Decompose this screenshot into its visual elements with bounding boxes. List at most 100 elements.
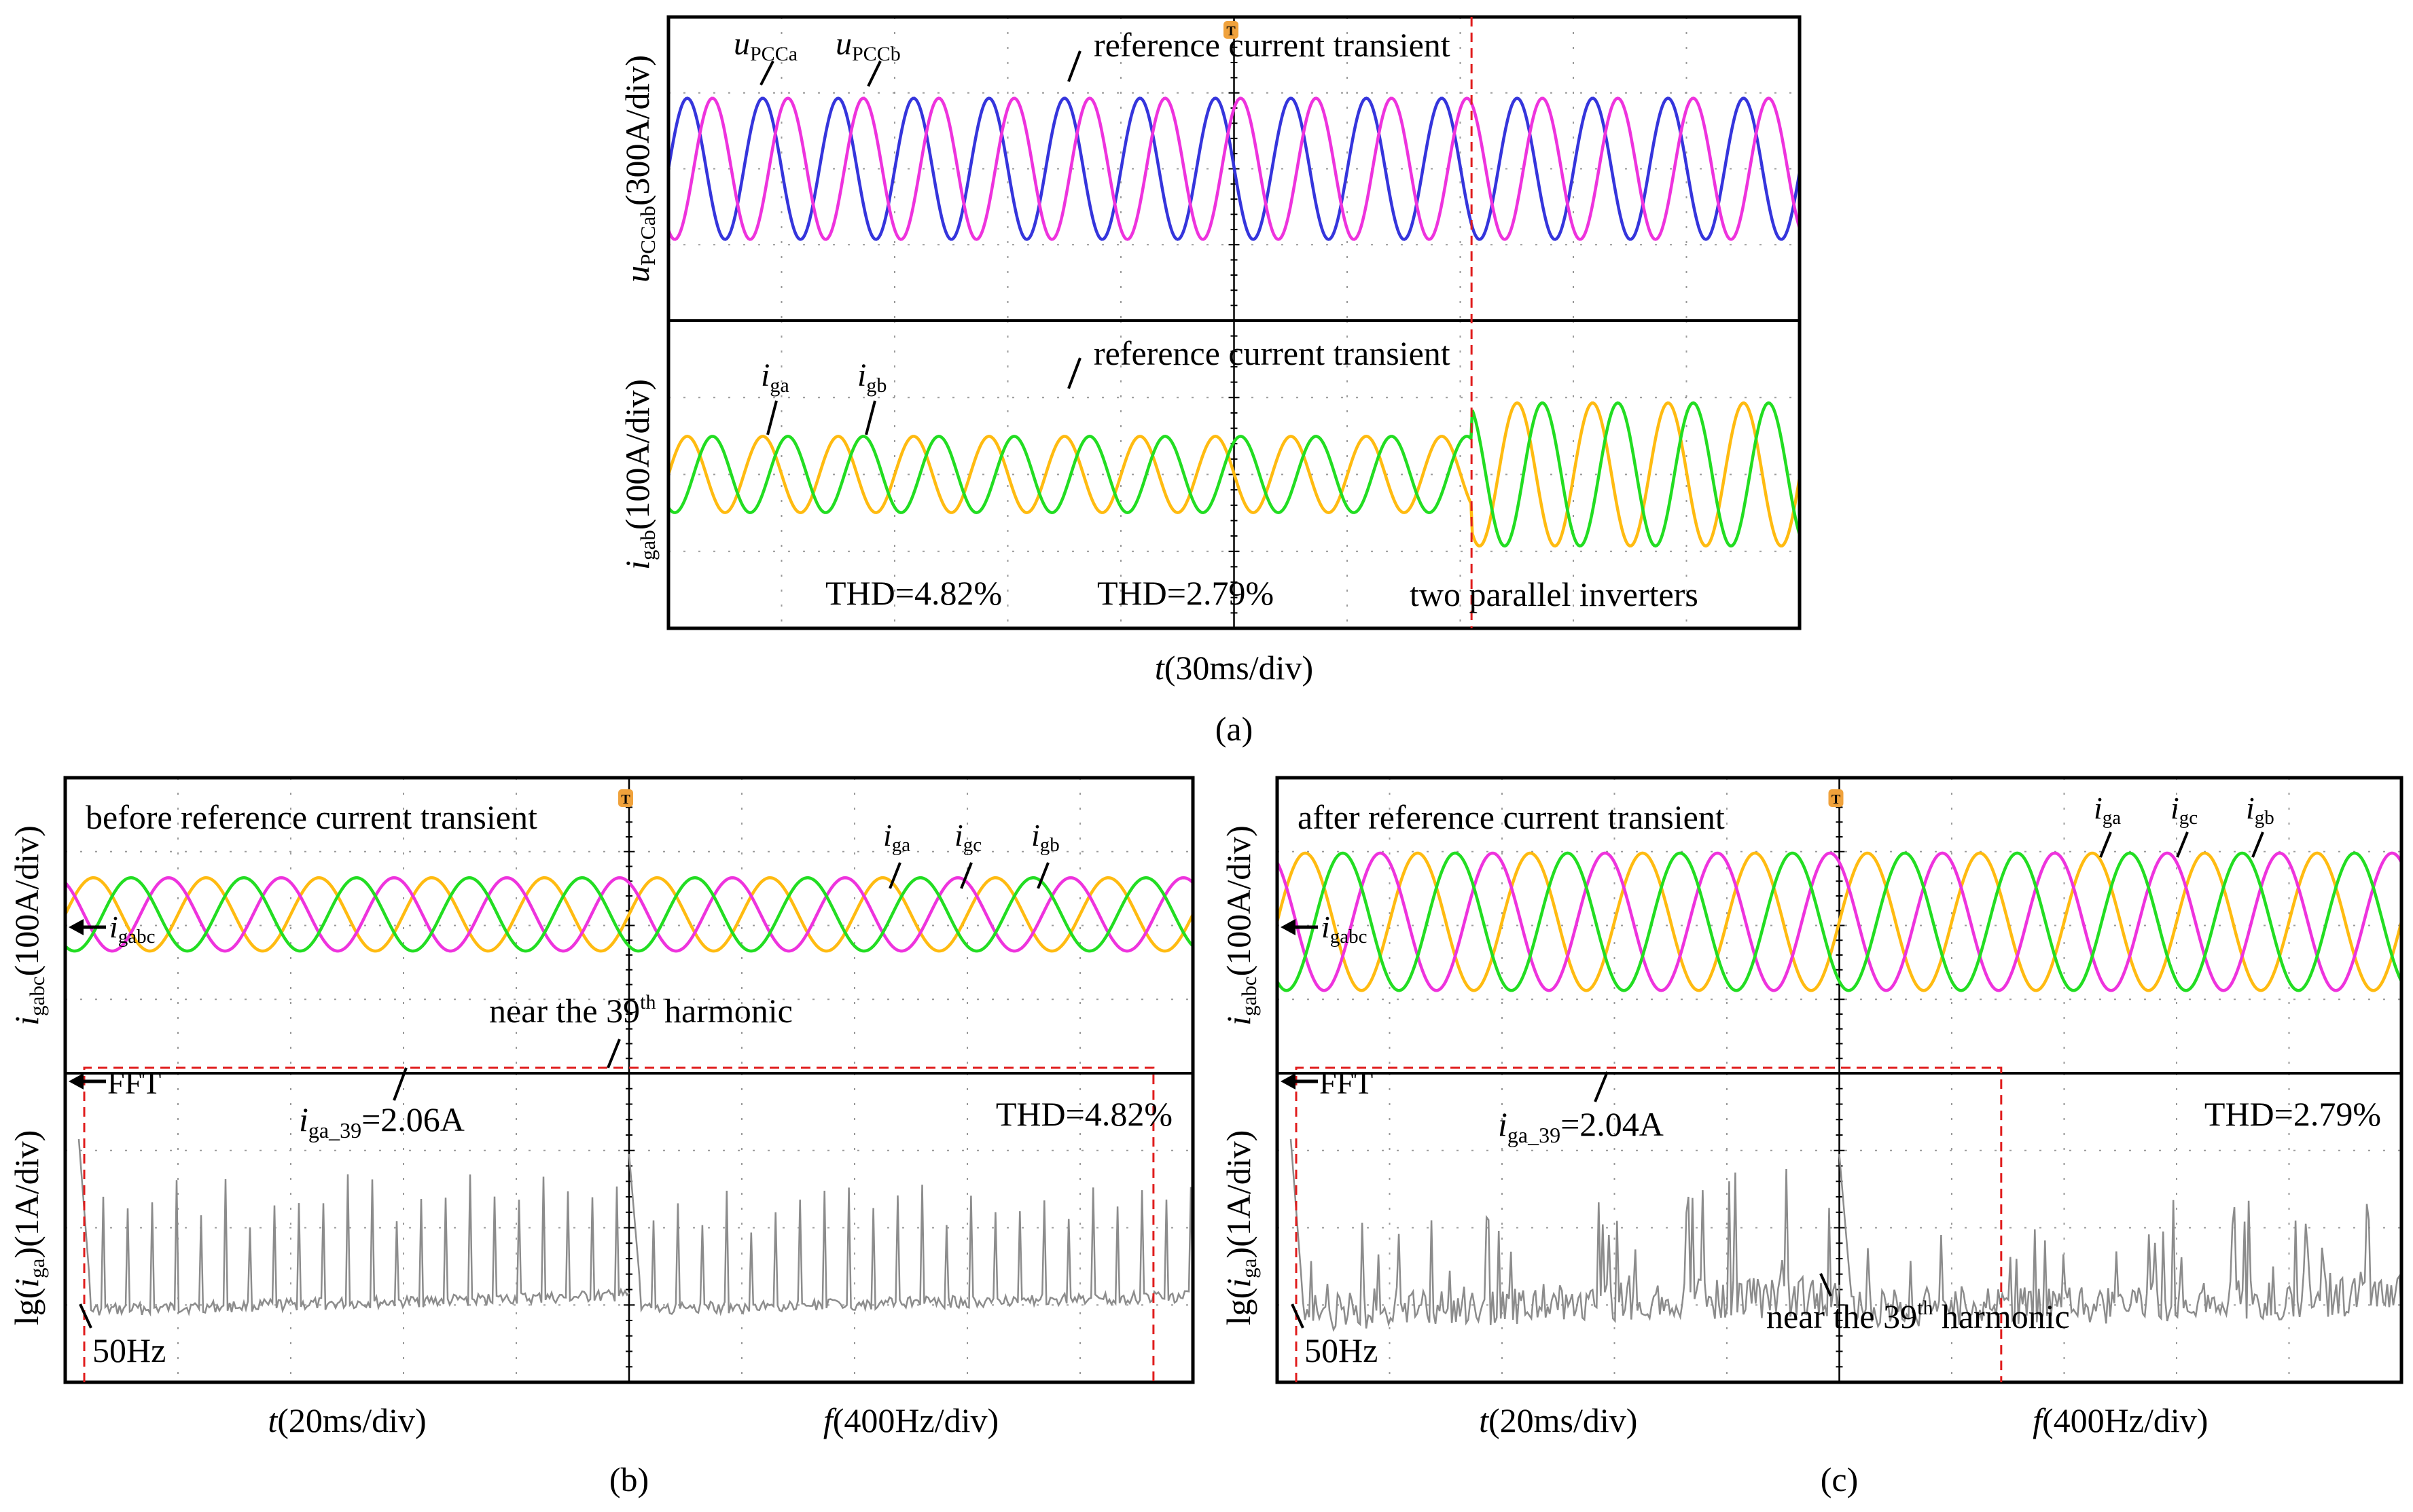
series-label-u_PCCa-sub: PCCa (750, 43, 798, 65)
harmonic-39-value-post: =2.04A (1560, 1105, 1664, 1143)
fft-spectrum-right (1838, 1153, 2403, 1329)
fft-window-marker (1295, 1066, 2003, 1382)
series-label-i_gc-sub: gc (963, 834, 982, 856)
series-line-i_gb (64, 876, 1194, 953)
leader-line (393, 1067, 408, 1101)
thd-before: THD=4.82% (825, 574, 1002, 612)
y-axis-label-bottom-main: i (7, 1278, 46, 1288)
leader-line (1067, 50, 1082, 82)
fft-spectrum-left (1289, 1138, 1840, 1332)
series-line-u_PCCa (666, 96, 1802, 241)
leader-line (1067, 357, 1082, 389)
marker-label-fft: FFT (1319, 1066, 1373, 1100)
fundamental-label: 50Hz (1304, 1331, 1378, 1369)
fft-window-marker (83, 1066, 1155, 1382)
series-label-i_ga-sub: ga (770, 374, 789, 397)
harmonic-39-value-sub: ga_39 (1507, 1123, 1560, 1147)
trigger-marker-letter: T (621, 792, 630, 807)
harmonic-note-post: harmonic (1933, 1297, 2069, 1335)
y-axis-label-top-unit: (100A/div) (7, 825, 46, 976)
leader-line (759, 60, 774, 86)
y-axis-label-top-unit: (300A/div) (618, 55, 656, 206)
y-axis-label-bottom: lg(iga)(1A/div) (7, 1130, 49, 1326)
series-label-i_ga: iga (2094, 791, 2121, 829)
harmonic-note: near the 39th harmonic (1766, 1297, 2070, 1335)
series-label-u_PCCb: uPCCb (836, 26, 901, 65)
leader-line (1291, 1303, 1304, 1329)
series-label-i_gc-main: i (2170, 791, 2179, 825)
thd-after: THD=2.79% (1097, 574, 1274, 612)
series-label-u_PCCa-main: u (734, 26, 750, 62)
x-axis-label-var: t (268, 1401, 278, 1439)
x-axis-label-unit: (20ms/div) (277, 1401, 426, 1439)
harmonic-39-value-main: i (299, 1100, 308, 1138)
leader-line (865, 400, 876, 435)
harmonic-39-value-sub: ga_39 (308, 1118, 361, 1142)
y-axis-label-top: uPCCab(300A/div) (618, 55, 660, 283)
plot-frame (666, 15, 1802, 630)
harmonic-39-value: iga_39=2.06A (299, 1100, 465, 1142)
fft-spectrum-left (77, 1138, 630, 1317)
series-line-i_gb (667, 401, 1802, 548)
series-label-u_PCCb-main: u (836, 26, 852, 62)
marker-arrow-head (1281, 1073, 1295, 1090)
series-label-i_gb-main: i (1031, 818, 1040, 852)
series-label-i_ga-sub: ga (2103, 807, 2122, 829)
series-label-i_gb-main: i (857, 357, 866, 393)
y-axis-label-top: igabc(100A/div) (7, 825, 49, 1026)
marker-label-i_gabc: igabc (109, 910, 156, 948)
series-label-i_ga: iga (761, 357, 789, 397)
trigger-marker (618, 789, 633, 807)
leader-line (889, 862, 901, 889)
leader-line (79, 1303, 92, 1329)
x-axis-label-frequency: f(400Hz/div) (2033, 1401, 2208, 1439)
series-label-i_gc-sub: gc (2179, 807, 2198, 829)
series-label-i_ga-main: i (2094, 791, 2103, 825)
leader-line (960, 862, 973, 889)
series-label-i_ga-sub: ga (892, 834, 911, 856)
y-axis-label-top-main: u (618, 266, 656, 283)
series-label-i_ga-main: i (883, 818, 892, 852)
marker-label-i_gabc-main: i (1321, 910, 1330, 944)
thd-label: THD=2.79% (2204, 1095, 2381, 1133)
harmonic-note-pre: near the 39 (489, 992, 640, 1030)
series-label-u_PCCb-sub: PCCb (852, 43, 901, 65)
y-axis-label-top-main: i (7, 1016, 46, 1026)
y-axis-label-top-sub: gabc (25, 976, 49, 1016)
y-axis-label-top-unit: (100A/div) (1219, 825, 1257, 976)
harmonic-note-post: harmonic (656, 992, 792, 1030)
annotation-transient-bottom: reference current transient (1094, 334, 1450, 372)
annotation-transient-top: reference current transient (1094, 26, 1450, 64)
chart-title-c: after reference current transient (1298, 798, 1725, 836)
marker-arrow-head (1281, 919, 1295, 935)
series-label-u_PCCa: uPCCa (734, 26, 798, 65)
y-axis-label-bottom: lg(iga)(1A/div) (1219, 1130, 1261, 1326)
trigger-marker-letter: T (1831, 792, 1841, 807)
y-axis-label-bottom-sub: ga (1237, 1258, 1261, 1278)
series-label-i_gb: igb (1031, 818, 1060, 856)
series-label-i_gb-sub: gb (866, 374, 887, 397)
harmonic-note-pre: near the 39 (1766, 1297, 1917, 1335)
harmonic-39-value: iga_39=2.04A (1498, 1105, 1664, 1147)
series-line-i_ga (1275, 851, 2403, 992)
marker-label-fft: FFT (107, 1066, 161, 1100)
caption-b: (b) (609, 1460, 649, 1498)
y-axis-label-bottom-main: i (1219, 1278, 1257, 1288)
trigger-marker-letter: T (1226, 24, 1236, 39)
leader-line (2176, 831, 2189, 858)
series-label-i_gb-sub: gb (2255, 807, 2274, 829)
series-label-i_ga: iga (883, 818, 910, 856)
marker-label-i_gabc-sub: gabc (118, 926, 156, 948)
leader-line (1594, 1071, 1609, 1102)
x-axis-label-time: t(20ms/div) (268, 1401, 426, 1439)
marker-arrow-head (69, 919, 84, 935)
trigger-marker (1223, 21, 1238, 39)
x-axis-label-var: t (1155, 649, 1165, 687)
leader-line (2099, 831, 2112, 858)
series-line-u_PCCb (666, 96, 1802, 241)
inverter-note: two parallel inverters (1410, 575, 1698, 613)
trigger-marker (1828, 789, 1844, 807)
y-axis-label-bottom: igab(100A/div) (618, 379, 660, 570)
series-label-i_gb-sub: gb (1040, 834, 1060, 856)
